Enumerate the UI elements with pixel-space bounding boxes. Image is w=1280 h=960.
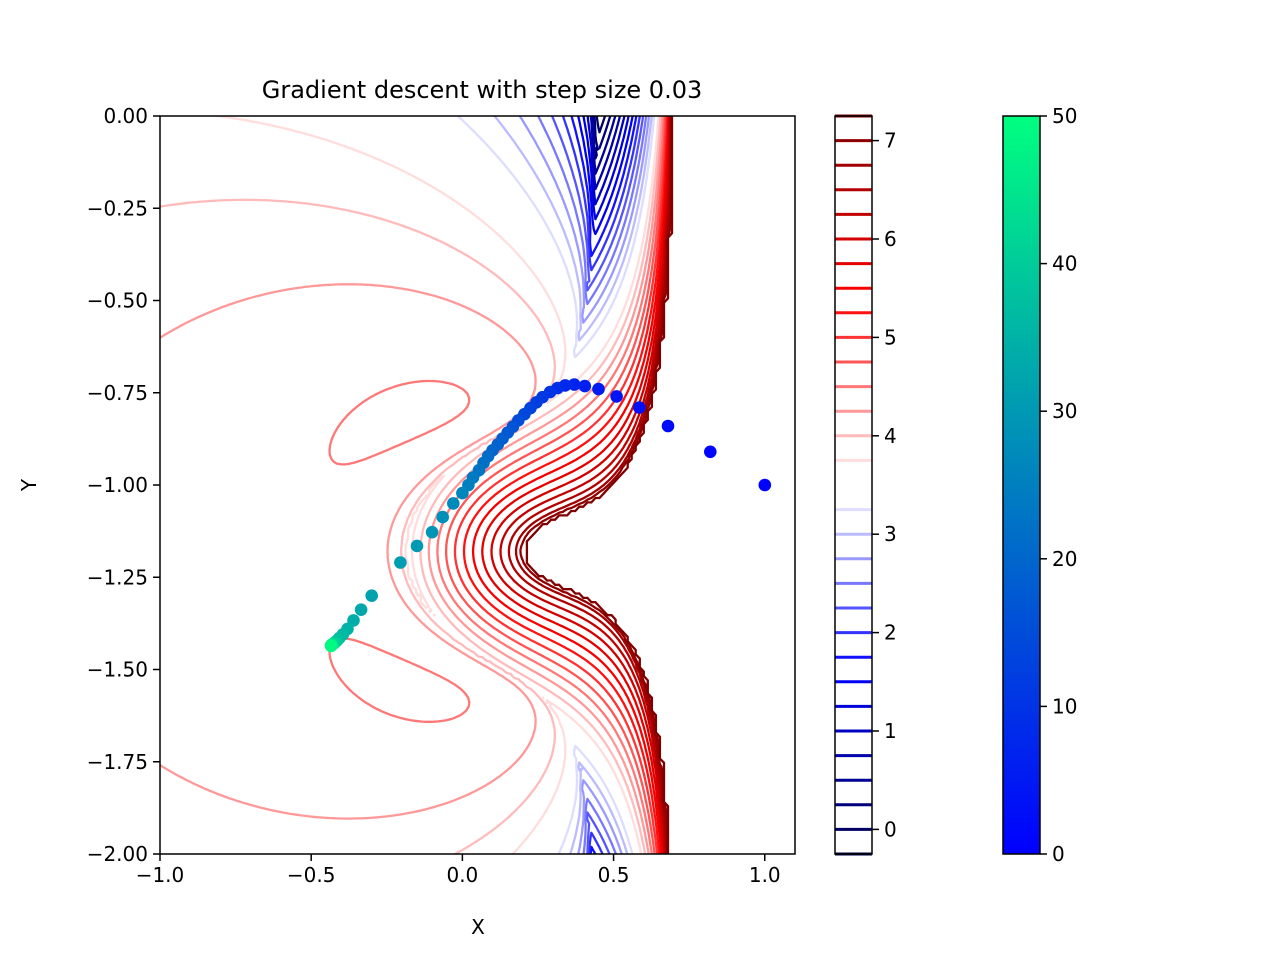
contour-colorbar-lines: [835, 114, 872, 856]
x-tick-label: 0.5: [598, 863, 630, 887]
path-point: [447, 497, 460, 510]
contour-line-7: [577, 116, 634, 236]
path-point: [425, 525, 439, 539]
path-point: [661, 419, 675, 433]
contour-line-11: [537, 116, 648, 854]
plot-area: −1.0 −0.5 0.0 0.5 1.0 0.00 −0.25 −0.50 −0.75 −1.…: [87, 104, 796, 887]
contour-line-1: [595, 116, 607, 134]
x-axis-label: X: [471, 915, 485, 939]
y-tick-label: −0.25: [87, 196, 148, 220]
contour-colorbar-frame: [834, 115, 873, 855]
contour-line-21: [453, 116, 668, 854]
chart-title: Gradient descent with step size 0.03: [262, 76, 703, 104]
contour-layer: [160, 116, 674, 854]
contour-colorbar-tick-label: 0: [884, 817, 897, 841]
y-tick-label: 0.00: [103, 104, 148, 128]
path-point: [578, 379, 592, 393]
y-axis-label: Y: [17, 478, 41, 492]
iteration-colorbar-ticks: 0 10 20 30 40 50: [1040, 104, 1077, 866]
path-point: [410, 539, 424, 553]
iteration-colorbar-tick-label: 50: [1052, 104, 1077, 128]
contour-colorbar-ticks: 0 1 2 3 4 5 6 7: [872, 129, 897, 841]
contour-line-9: [561, 116, 642, 854]
path-point: [456, 486, 469, 500]
contour-line-15: [395, 116, 658, 854]
path-point: [568, 378, 581, 391]
contour-line-6: [582, 116, 630, 221]
x-tick-label: −1.0: [136, 863, 185, 887]
x-axis: −1.0 −0.5 0.0 0.5 1.0: [136, 854, 781, 887]
contour-line-12: [518, 116, 651, 854]
contour-colorbar-tick-label: 7: [884, 129, 897, 153]
iteration-colorbar-frame: [1002, 115, 1041, 855]
path-point: [633, 401, 646, 414]
contour-colorbar-tick-label: 6: [884, 227, 897, 251]
contour-line-18: [160, 116, 664, 854]
iteration-colorbar-tick-label: 30: [1052, 399, 1077, 423]
contour-line-13: [493, 116, 653, 854]
contour-colorbar-tick-label: 2: [884, 621, 897, 645]
contour-colorbar-tick-label: 5: [884, 325, 897, 349]
contour-line-19: [328, 116, 666, 854]
contour-colorbar-tick-label: 3: [884, 522, 897, 546]
path-point: [610, 390, 623, 403]
contour-line-22: [462, 116, 669, 854]
contour-colorbar: 0 1 2 3 4 5 6 7: [834, 114, 897, 856]
contour-line-2: [593, 116, 612, 160]
y-tick-label: −1.00: [87, 473, 148, 497]
plot-frame: [159, 115, 796, 855]
x-tick-label: −0.5: [287, 863, 336, 887]
y-tick-label: −2.00: [87, 842, 148, 866]
y-tick-label: −1.25: [87, 565, 148, 589]
contour-line-23: [471, 116, 670, 854]
iteration-colorbar-tick-label: 20: [1052, 547, 1077, 571]
path-point: [704, 445, 717, 459]
iteration-colorbar-gradient: [1003, 116, 1040, 854]
y-tick-label: −0.50: [87, 289, 148, 313]
y-tick-label: −1.50: [87, 658, 148, 682]
y-tick-label: −0.75: [87, 381, 148, 405]
contour-colorbar-tick-label: 1: [884, 719, 897, 743]
contour-line-8: [570, 116, 638, 854]
x-tick-label: 1.0: [749, 863, 781, 887]
iteration-colorbar-tick-label: 40: [1052, 252, 1077, 276]
contour-line-4: [589, 116, 622, 191]
contour-line-5: [586, 116, 626, 206]
contour-line-30: [525, 116, 674, 854]
contour-colorbar-tick-label: 4: [884, 424, 897, 448]
contour-line-20: [444, 116, 667, 854]
path-point: [365, 589, 379, 602]
path-point: [354, 603, 368, 616]
iteration-colorbar-tick-label: 0: [1052, 842, 1065, 866]
y-axis: 0.00 −0.25 −0.50 −0.75 −1.00 −1.25 −1.50 −1.75 −…: [87, 104, 160, 866]
descent-path: [324, 378, 772, 653]
iteration-colorbar-tick-label: 10: [1052, 694, 1077, 718]
path-point: [758, 478, 772, 492]
y-tick-label: −1.75: [87, 750, 148, 774]
path-point: [436, 510, 450, 524]
x-tick-label: 0.0: [446, 863, 478, 887]
iteration-colorbar: 0 10 20 30 40 50: [1002, 104, 1077, 866]
contour-line-17: [160, 116, 662, 854]
path-point: [324, 639, 338, 653]
path-point: [592, 382, 605, 396]
path-point: [394, 556, 407, 569]
contour-line-16: [216, 116, 660, 854]
